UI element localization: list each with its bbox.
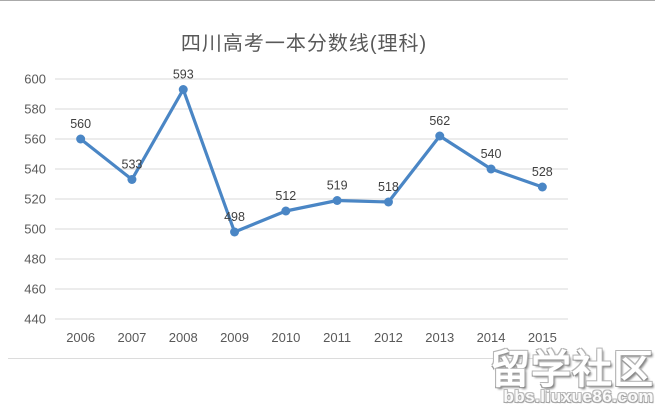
y-axis-tick-label: 580 [24,102,46,117]
x-axis-tick-label: 2011 [323,330,351,345]
y-axis-tick-label: 440 [24,312,46,327]
y-axis-tick-label: 500 [24,222,46,237]
y-axis-tick-label: 560 [24,132,46,147]
data-point [127,175,137,184]
data-point [230,227,240,237]
data-label: 540 [481,147,502,161]
data-label: 593 [173,68,194,82]
data-point [486,164,496,174]
y-axis-tick-label: 540 [24,162,46,177]
data-point [76,134,86,144]
data-point [281,206,291,216]
x-axis-tick-label: 2015 [528,330,557,345]
data-point [537,182,547,192]
x-axis-tick-label: 2006 [66,330,95,345]
x-axis-tick-label: 2009 [220,330,249,345]
series-line [79,87,544,234]
x-axis-tick-label: 2010 [271,330,300,345]
x-axis-tick-label: 2014 [477,330,506,345]
data-label: 519 [327,179,348,193]
data-label: 512 [275,189,296,203]
chart-title: 四川高考一本分数线(理科) [180,33,428,55]
data-point [178,85,188,94]
data-point [332,196,342,205]
y-axis-tick-label: 600 [24,72,46,87]
top-border-line [0,0,655,1]
data-label: 498 [224,210,245,224]
data-label: 562 [429,114,450,128]
y-axis-tick-label: 480 [24,252,46,267]
data-label: 560 [70,117,91,131]
data-point [435,131,445,141]
y-axis-tick-label: 520 [24,192,46,207]
x-axis-tick-label: 2012 [374,330,403,345]
x-axis-tick-label: 2008 [169,330,198,345]
x-axis-tick-label: 2013 [425,330,454,345]
data-point [383,197,393,207]
bottom-rule-line [8,358,568,359]
data-label: 518 [378,180,399,194]
data-label: 528 [532,165,553,179]
data-label: 533 [122,158,143,172]
x-axis-tick-label: 2007 [117,330,146,345]
y-axis-tick-label: 460 [24,282,46,297]
